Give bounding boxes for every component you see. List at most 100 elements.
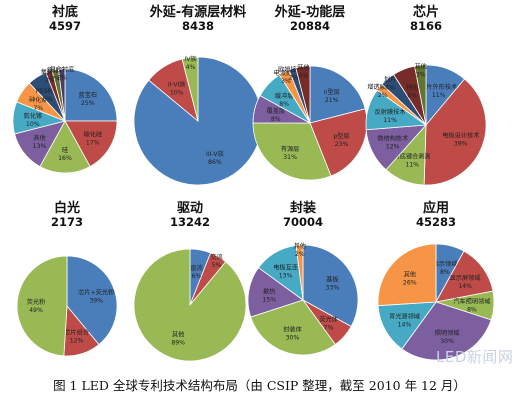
slice-label: 其他 [297, 63, 309, 71]
chart-total: 8166 [410, 19, 442, 33]
slice-percent: 2% [378, 92, 388, 99]
slice-percent: 6% [43, 96, 53, 103]
slice-percent: 86% [208, 159, 222, 166]
chart-title: 衬底 [52, 4, 78, 20]
slice-percent: 17% [86, 139, 100, 146]
slice-percent: 2% [51, 76, 61, 83]
pie-slice-4 [247, 267, 304, 318]
slice-percent: 33% [326, 285, 340, 292]
slice-percent: 11% [432, 92, 446, 99]
slice-label: 其他 [172, 331, 184, 339]
slice-label: 氮化镓 [24, 112, 43, 120]
chart-title: 外延-功能层 [274, 4, 345, 20]
pie-slice-9 [414, 64, 427, 126]
slice-label: 基板 [326, 276, 338, 284]
slice-percent: 12% [386, 144, 400, 151]
pie-slice-4 [401, 301, 492, 361]
slice-label: 电极设计技术 [442, 131, 479, 139]
chart-total: 2173 [51, 215, 83, 229]
slice-percent: 39% [454, 140, 468, 147]
slice-label: PSS衬底 [36, 87, 60, 95]
pie-slice-2 [309, 108, 368, 177]
slice-label: 缓冲层 [275, 92, 294, 100]
chart-title: 芯片 [413, 4, 439, 20]
pie-slice-10 [58, 68, 66, 122]
pie-slice-8 [295, 65, 311, 124]
slice-label: 其他 [294, 242, 306, 250]
pie-slice-1 [64, 68, 118, 122]
slice-percent: 10% [26, 121, 40, 128]
slice-percent: 3% [416, 72, 426, 79]
pie-slice-1 [66, 255, 118, 346]
slice-label: 其他 [33, 134, 45, 142]
slice-label: 覆盖层 [267, 107, 286, 115]
slice-percent: 3% [281, 78, 291, 85]
slice-percent: 21% [325, 97, 339, 104]
pie-slice-3 [39, 120, 91, 174]
slice-percent: 5% [212, 262, 222, 269]
slice-label: 复合衬底 [50, 66, 75, 74]
pie-slice-3 [16, 255, 68, 357]
slice-label: 汽车照明领域 [453, 297, 490, 305]
slice-percent: 30% [286, 334, 300, 341]
slice-label: p型层 [333, 132, 349, 140]
slice-label: IV族 [184, 55, 196, 63]
slice-label: 砷化镓 [29, 96, 48, 104]
slice-percent: 13% [279, 273, 293, 280]
slice-percent: 4% [385, 84, 395, 91]
slice-label: 蓝宝石 [79, 91, 98, 99]
figure-caption: 图 1 LED 全球专利技术结构布局（由 CSIP 整理，截至 2010 年 1… [53, 378, 466, 393]
chart-total: 20884 [290, 19, 330, 33]
slice-label: 划片 [384, 75, 396, 83]
slice-label: 钝化 [406, 84, 418, 92]
slice-percent: 2% [45, 77, 55, 84]
slice-percent: 15% [262, 297, 276, 304]
slice-label: 直流 [190, 264, 202, 272]
slice-percent: 39% [89, 298, 103, 305]
pie-slice-2 [64, 120, 118, 168]
slice-label: 欧姆接触层 [278, 66, 309, 74]
slice-percent: 12% [70, 338, 84, 345]
slice-percent: 2% [57, 75, 67, 82]
chart-title: 应用 [423, 200, 449, 216]
slice-label: 电流扩展 [274, 69, 299, 77]
slice-label: 电极互连 [273, 264, 299, 272]
slice-percent: 89% [171, 340, 185, 347]
pie-slice-2 [435, 250, 494, 303]
slice-label: 指示领域 [433, 260, 458, 268]
slice-label: 芯片组合 [64, 329, 89, 337]
slice-percent: 6% [192, 273, 202, 280]
chart-title: 白光 [54, 200, 80, 216]
pie-slice-2 [423, 78, 487, 186]
slice-percent: 25% [81, 100, 95, 107]
slice-label: 硅 [62, 146, 68, 154]
slice-label: 显示屏领域 [450, 274, 481, 282]
slice-percent: 7% [33, 105, 43, 112]
slice-percent: 16% [58, 155, 72, 162]
slice-percent: 8% [279, 101, 289, 108]
slice-label: n型层 [324, 88, 340, 96]
pie-slice-6 [295, 244, 304, 301]
chart-total: 45283 [416, 215, 456, 229]
slice-percent: 4% [186, 64, 196, 71]
pie-slice-1 [309, 65, 366, 124]
chart-total: 4597 [49, 19, 81, 33]
pie-slice-3 [133, 248, 247, 362]
slice-label: 照明领域 [435, 329, 460, 337]
slice-percent: 6% [407, 93, 417, 100]
slice-percent: 31% [283, 154, 297, 161]
slice-label: 碳化硅 [84, 130, 103, 138]
slice-percent: 13% [33, 143, 47, 150]
slice-label: 氧化铝 [47, 67, 66, 75]
slice-label: 荧光体 [319, 316, 338, 324]
slice-label: 芯片+荧光粉 [78, 289, 114, 297]
slice-label: 反射膜技术 [375, 108, 406, 116]
chart-total: 70004 [283, 215, 323, 229]
slice-label: 交流 [210, 253, 222, 261]
slice-percent: 11% [383, 117, 397, 124]
chart-title: 封装 [290, 200, 316, 216]
